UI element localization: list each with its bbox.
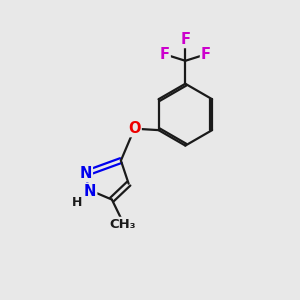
Text: N: N (84, 184, 96, 199)
Text: F: F (201, 47, 211, 62)
Text: O: O (128, 121, 141, 136)
Text: N: N (80, 166, 92, 181)
Text: CH₃: CH₃ (109, 218, 136, 231)
Text: F: F (160, 47, 170, 62)
Text: F: F (180, 32, 190, 47)
Text: H: H (72, 196, 82, 208)
